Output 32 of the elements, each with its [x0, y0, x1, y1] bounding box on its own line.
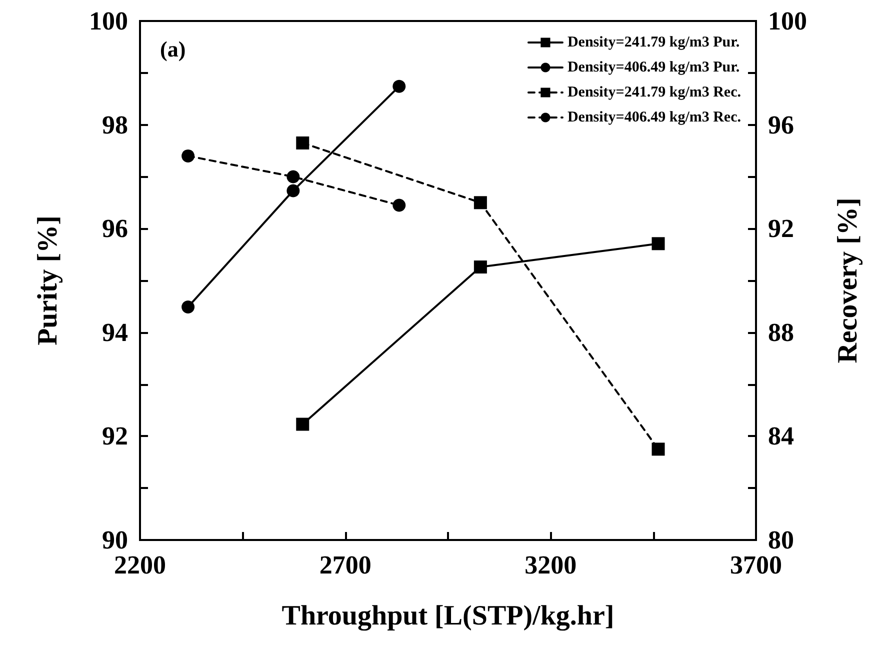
legend-label: Density=241.79 kg/m3 Rec.	[567, 84, 742, 100]
y-tick-label: 92	[102, 422, 128, 451]
x-tick-label: 3200	[524, 550, 577, 580]
y-tick-label: 98	[102, 110, 128, 140]
x-tick-label: 2700	[319, 550, 372, 580]
point	[652, 237, 665, 250]
point	[392, 80, 406, 93]
y-tick-label: 94	[102, 318, 128, 347]
point	[392, 198, 406, 212]
y2-tick-label: 100	[768, 6, 807, 36]
legend-label: Density=241.79 kg/m3 Pur.	[567, 34, 740, 50]
point	[296, 136, 310, 150]
y2-tick-label: 88	[768, 318, 794, 347]
point	[474, 196, 487, 210]
point	[652, 442, 665, 456]
point	[474, 260, 487, 274]
legend-label: Density=406.49 kg/m3 Rec.	[567, 110, 742, 126]
point	[296, 418, 310, 431]
y2-axis-title: Recovery [%]	[832, 198, 864, 364]
point	[182, 300, 195, 314]
y-tick-label: 96	[102, 214, 128, 244]
point	[182, 149, 195, 162]
y2-tick-label: 84	[768, 422, 794, 451]
legend-label: Density=406.49 kg/m3 Pur.	[567, 60, 740, 76]
annotation: (a)	[160, 36, 186, 62]
y2-tick-label: 96	[768, 110, 794, 140]
point	[286, 184, 300, 198]
y-tick-label: 100	[89, 6, 128, 36]
x-axis-title: Throughput [L(STP)/kg.hr]	[282, 600, 614, 632]
point	[286, 170, 300, 184]
y2-tick-label: 92	[768, 214, 794, 244]
y-axis-title: Purity [%]	[32, 216, 64, 346]
